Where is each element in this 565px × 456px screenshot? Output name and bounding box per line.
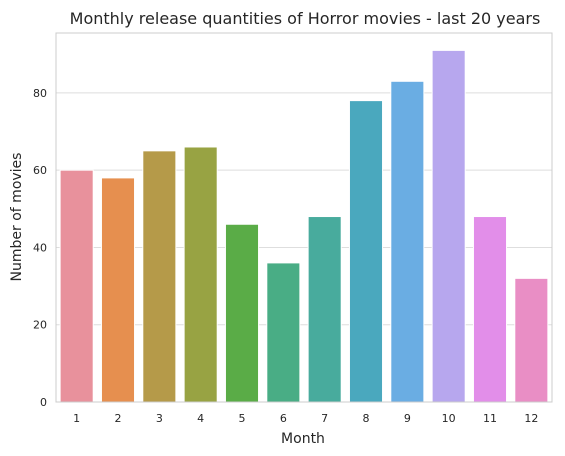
x-tick-label: 3: [156, 412, 163, 425]
y-tick-labels: 0 20 40 60 80: [33, 87, 47, 409]
bar-month-1: [60, 170, 93, 402]
x-tick-label: 11: [483, 412, 497, 425]
bar-month-7: [308, 217, 341, 402]
x-tick-label: 9: [404, 412, 411, 425]
bar-month-11: [473, 217, 506, 402]
bar-month-4: [184, 147, 217, 402]
bar-month-8: [349, 101, 382, 402]
x-tick-label: 10: [442, 412, 456, 425]
chart-title: Monthly release quantities of Horror mov…: [70, 9, 541, 28]
x-tick-label: 1: [73, 412, 80, 425]
x-tick-label: 2: [115, 412, 122, 425]
x-tick-label: 7: [321, 412, 328, 425]
x-tick-label: 4: [197, 412, 204, 425]
bar-month-2: [101, 178, 134, 402]
bar-month-6: [267, 263, 300, 402]
x-tick-label: 8: [363, 412, 370, 425]
x-tick-label: 12: [524, 412, 538, 425]
bar-month-9: [391, 81, 424, 402]
bars: [60, 50, 548, 402]
y-tick-label: 0: [40, 396, 47, 409]
bar-month-5: [225, 224, 258, 402]
y-tick-label: 40: [33, 241, 47, 254]
bar-month-12: [515, 278, 548, 402]
x-tick-label: 5: [239, 412, 246, 425]
bar-month-10: [432, 50, 465, 402]
y-axis-label: Number of movies: [9, 153, 25, 282]
x-axis-label: Month: [281, 431, 325, 447]
x-tick-label: 6: [280, 412, 287, 425]
y-tick-label: 20: [33, 319, 47, 332]
y-tick-label: 80: [33, 87, 47, 100]
x-tick-labels: 1 2 3 4 5 6 7 8 9 10 11 12: [73, 412, 538, 425]
y-tick-label: 60: [33, 164, 47, 177]
bar-month-3: [143, 151, 176, 402]
